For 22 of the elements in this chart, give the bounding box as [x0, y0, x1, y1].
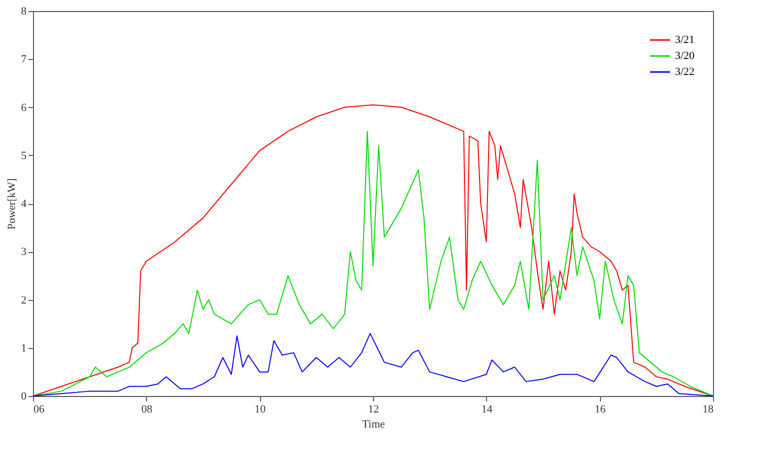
- x-tick-label: 16: [594, 404, 606, 416]
- x-tick-label: 12: [368, 404, 379, 416]
- y-tick-label: 1: [21, 342, 26, 354]
- x-axis-title: Time: [362, 418, 386, 430]
- line-series: [32, 332, 714, 396]
- y-tick-label: 3: [21, 246, 27, 258]
- x-tick-label: 06: [34, 404, 45, 416]
- y-tick-label: 0: [21, 390, 27, 402]
- x-tick-label: 10: [254, 404, 266, 416]
- y-tick-label: 4: [21, 198, 27, 210]
- y-axis-title: Power[kW]: [6, 178, 18, 230]
- x-tick-label: 14: [481, 404, 493, 416]
- y-tick-label: 5: [21, 150, 27, 162]
- x-tick-label: 08: [141, 404, 153, 416]
- y-tick-label: 8: [21, 6, 27, 18]
- y-tick-label: 2: [21, 294, 26, 306]
- x-tick-label: 18: [702, 404, 714, 416]
- legend-label: 3/21: [675, 34, 695, 46]
- legend-label: 3/22: [675, 66, 695, 78]
- legend-label: 3/20: [675, 50, 696, 62]
- y-tick-label: 7: [21, 54, 27, 66]
- y-tick-label: 6: [21, 102, 27, 114]
